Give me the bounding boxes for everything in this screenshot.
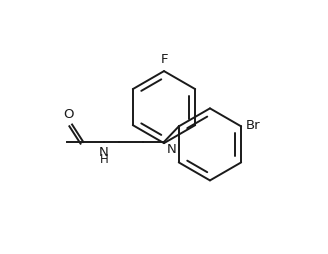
Text: O: O [63,108,73,121]
Text: N: N [99,146,109,159]
Text: Br: Br [246,119,260,132]
Text: F: F [160,53,168,66]
Text: N: N [167,143,177,156]
Text: H: H [99,153,108,166]
